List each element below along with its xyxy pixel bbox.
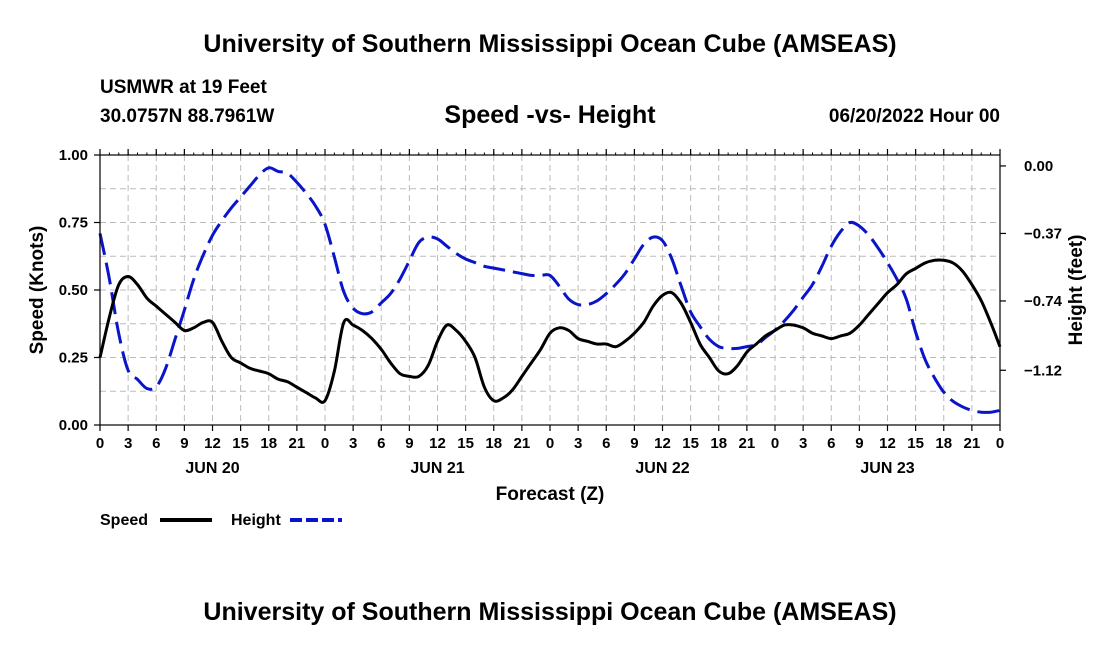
x-tick-label: 0 bbox=[321, 435, 329, 452]
x-tick-label: 12 bbox=[654, 435, 671, 452]
x-tick-label: 21 bbox=[739, 435, 756, 452]
chart-title-top: University of Southern Mississippi Ocean… bbox=[203, 30, 897, 58]
day-label: JUN 20 bbox=[185, 460, 239, 477]
x-tick-label: 15 bbox=[682, 435, 699, 452]
x-tick-label: 12 bbox=[204, 435, 221, 452]
x-tick-label: 21 bbox=[289, 435, 306, 452]
x-tick-label: 15 bbox=[457, 435, 474, 452]
y-tick-label: 0.25 bbox=[59, 350, 88, 367]
day-label: JUN 22 bbox=[635, 460, 689, 477]
x-tick-label: 0 bbox=[996, 435, 1004, 452]
coordinates-label: 30.0757N 88.7961W bbox=[100, 106, 275, 127]
x-tick-label: 21 bbox=[514, 435, 531, 452]
x-tick-label: 15 bbox=[907, 435, 924, 452]
legend: Speed Height bbox=[100, 512, 342, 529]
y2-tick-label: 0.00 bbox=[1024, 158, 1053, 175]
y2-axis-title: Height (feet) bbox=[1066, 235, 1087, 346]
x-axis-title: Forecast (Z) bbox=[496, 484, 605, 505]
series-layer bbox=[98, 166, 1002, 414]
y-tick-label: 0.75 bbox=[59, 215, 88, 232]
x-tick-label: 18 bbox=[710, 435, 727, 452]
y-axis-title: Speed (Knots) bbox=[27, 226, 48, 355]
x-tick-label: 9 bbox=[405, 435, 413, 452]
grid-lines bbox=[100, 155, 1000, 425]
x-tick-label: 18 bbox=[935, 435, 952, 452]
x-tick-label: 6 bbox=[602, 435, 610, 452]
station-label: USMWR at 19 Feet bbox=[100, 77, 267, 98]
height-series-line bbox=[98, 166, 1001, 414]
x-tick-label: 9 bbox=[630, 435, 638, 452]
x-tick-label: 12 bbox=[879, 435, 896, 452]
x-tick-label: 6 bbox=[827, 435, 835, 452]
chart-title-bottom: University of Southern Mississippi Ocean… bbox=[203, 598, 897, 626]
x-tick-label: 9 bbox=[855, 435, 863, 452]
y-tick-label: 0.50 bbox=[59, 282, 88, 299]
x-tick-label: 3 bbox=[799, 435, 807, 452]
date-label: 06/20/2022 Hour 00 bbox=[828, 106, 1000, 127]
x-tick-label: 21 bbox=[964, 435, 981, 452]
x-tick-label: 6 bbox=[152, 435, 160, 452]
y-tick-label: 0.00 bbox=[59, 417, 88, 434]
y2-tick-label: −0.37 bbox=[1024, 225, 1062, 242]
chart-subtitle: Speed -vs- Height bbox=[444, 101, 656, 129]
y2-tick-label: −1.12 bbox=[1024, 362, 1062, 379]
x-tick-label: 18 bbox=[260, 435, 277, 452]
day-label: JUN 23 bbox=[860, 460, 914, 477]
x-tick-label: 18 bbox=[485, 435, 502, 452]
axis-ticks bbox=[94, 149, 1006, 431]
x-tick-label: 12 bbox=[429, 435, 446, 452]
x-tick-label: 3 bbox=[349, 435, 357, 452]
legend-speed-label: Speed bbox=[100, 512, 148, 529]
x-tick-label: 6 bbox=[377, 435, 385, 452]
axis-labels: 0 3 6 9 12 15 18 21 0 3 6 9 12 15 18 21 0 3 6 9 12 15 18 21 0 3 6 9… bbox=[59, 147, 1063, 477]
x-tick-label: 15 bbox=[232, 435, 249, 452]
y2-tick-label: −0.74 bbox=[1024, 293, 1063, 310]
x-tick-label: 0 bbox=[96, 435, 104, 452]
x-tick-label: 3 bbox=[124, 435, 132, 452]
x-tick-label: 9 bbox=[180, 435, 188, 452]
y-tick-label: 1.00 bbox=[59, 147, 88, 164]
speed-series-line bbox=[98, 258, 1002, 404]
day-label: JUN 21 bbox=[410, 460, 464, 477]
x-tick-label: 0 bbox=[546, 435, 554, 452]
legend-height-label: Height bbox=[231, 512, 281, 529]
x-tick-label: 0 bbox=[771, 435, 779, 452]
x-tick-label: 3 bbox=[574, 435, 582, 452]
